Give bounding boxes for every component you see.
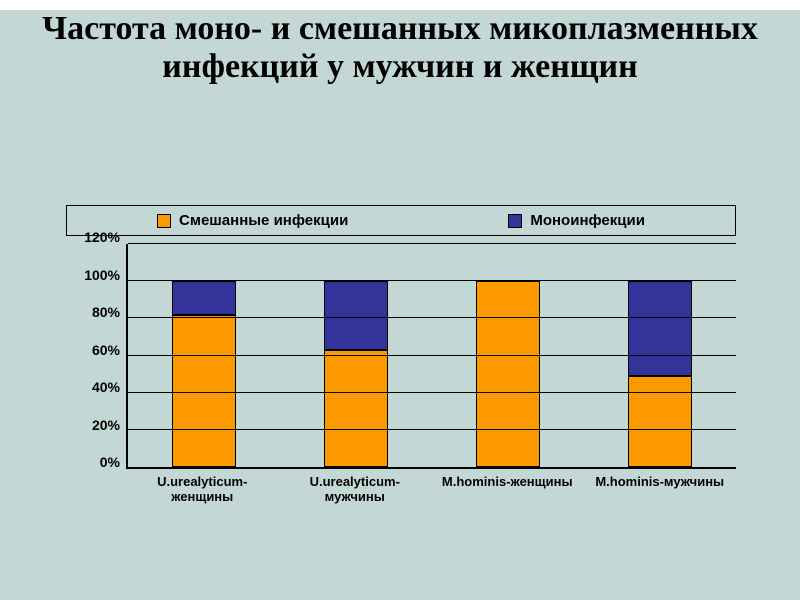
bar	[628, 281, 691, 467]
legend-swatch	[508, 214, 522, 228]
slide: Частота моно- и смешанных микоплазменных…	[0, 10, 800, 600]
y-tick-label: 80%	[92, 304, 120, 320]
bar-slot	[149, 244, 258, 467]
plot-area	[126, 244, 736, 469]
bar-segment	[476, 281, 539, 467]
y-tick-label: 40%	[92, 379, 120, 395]
x-axis-label: M.hominis-женщины	[440, 475, 574, 505]
y-tick-label: 0%	[100, 454, 120, 470]
legend-item: Смешанные инфекции	[157, 212, 348, 229]
y-tick-label: 120%	[84, 229, 120, 245]
y-tick-label: 100%	[84, 267, 120, 283]
x-axis: U.urealyticum-женщины U.urealyticum-мужчи…	[126, 475, 736, 505]
grid-line	[128, 280, 736, 281]
bar-slot	[301, 244, 410, 467]
legend-item: Моноинфекции	[508, 212, 645, 229]
bar-segment	[324, 350, 387, 467]
grid-line	[128, 429, 736, 430]
grid-line	[128, 355, 736, 356]
x-axis-label: M.hominis-мужчины	[593, 475, 727, 505]
legend-label: Смешанные инфекции	[179, 212, 348, 229]
grid-line	[128, 317, 736, 318]
bar-segment	[324, 281, 387, 350]
y-tick-label: 20%	[92, 417, 120, 433]
chart-legend: Смешанные инфекции Моноинфекции	[66, 205, 736, 236]
slide-title: Частота моно- и смешанных микоплазменных…	[30, 10, 770, 86]
legend-label: Моноинфекции	[530, 212, 645, 229]
bars-layer	[128, 244, 736, 467]
chart-container: Смешанные инфекции Моноинфекции 120% 100% 8…	[66, 205, 736, 560]
bar-slot	[453, 244, 562, 467]
y-tick-label: 60%	[92, 342, 120, 358]
x-axis-label: U.urealyticum-мужчины	[288, 475, 422, 505]
x-axis-label: U.urealyticum-женщины	[135, 475, 269, 505]
y-axis: 120%100%80%60%40%20%0%	[66, 244, 126, 469]
bar	[172, 281, 235, 467]
grid-line	[128, 243, 736, 244]
bar	[324, 281, 387, 467]
plot-wrap: 120%100%80%60%40%20%0%	[66, 244, 736, 469]
bar-segment	[628, 281, 691, 376]
bar	[476, 281, 539, 467]
legend-swatch	[157, 214, 171, 228]
bar-segment	[628, 376, 691, 467]
bar-slot	[605, 244, 714, 467]
grid-line	[128, 392, 736, 393]
bar-segment	[172, 281, 235, 314]
